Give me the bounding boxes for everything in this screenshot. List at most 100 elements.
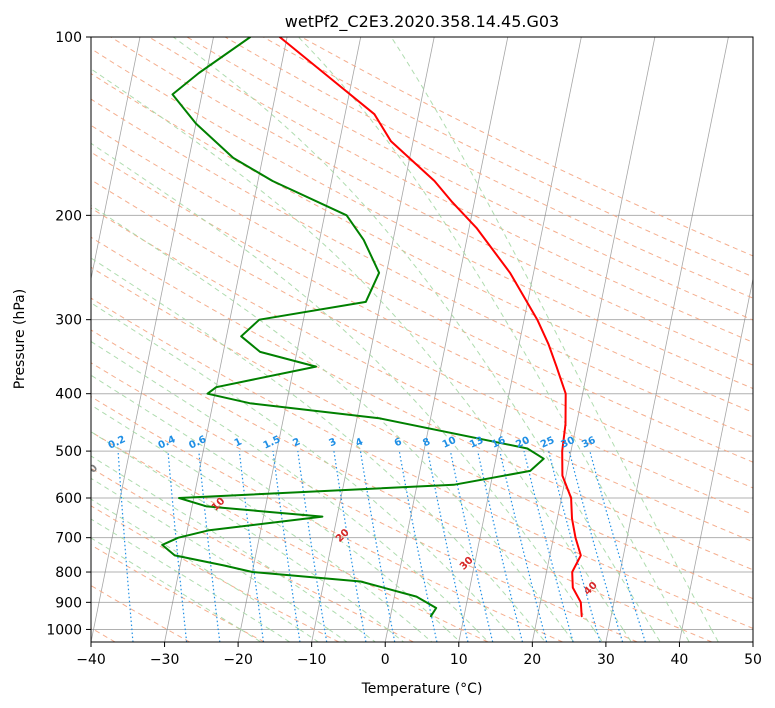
dry-adiabat-label: 40 (582, 580, 600, 598)
dry-adiabat-line (91, 505, 340, 642)
isotherm-line (91, 37, 141, 281)
mixing-ratio-label: 8 (421, 436, 432, 449)
x-tick-label: −20 (223, 652, 253, 668)
isotherm-line (311, 37, 435, 642)
moist-adiabat-line (358, 628, 376, 642)
mixing-ratio-line (523, 450, 574, 642)
dry-adiabat-line (91, 48, 753, 390)
moist-adiabat-line (91, 302, 506, 630)
x-tick-label: 10 (450, 652, 468, 668)
isotherm-line (531, 37, 656, 642)
y-tick-label: 500 (55, 444, 82, 460)
dry-adiabat-line (91, 297, 753, 629)
dry-adiabat-line (186, 37, 753, 321)
x-tick-label: 50 (744, 652, 762, 668)
moist-adiabat-line (240, 628, 262, 642)
y-tick-label: 800 (55, 565, 82, 581)
moist-adiabat-line (91, 404, 418, 630)
moist-adiabat-line (269, 628, 291, 642)
moist-adiabat-line (563, 629, 575, 642)
y-tick-label: 100 (55, 30, 82, 46)
isotherm-line (237, 37, 362, 642)
dry-adiabat-line (91, 585, 190, 642)
moist-adiabat-line (91, 455, 359, 630)
mixing-ratio-label: 2 (291, 436, 302, 449)
moist-adiabat-line (299, 628, 319, 642)
isotherm-line (458, 37, 582, 642)
moist-adiabat-line (681, 629, 690, 642)
dry-adiabat-line (91, 124, 753, 463)
x-axis: −40 −30 −20 −10 0 10 20 30 40 50 (76, 642, 762, 668)
moist-adiabat-line (710, 629, 719, 642)
temperature-profile-line (278, 37, 583, 618)
moist-adiabat-line (91, 431, 389, 630)
x-tick-label: 40 (670, 652, 688, 668)
dry-adiabat-line (91, 98, 753, 438)
moist-adiabat-line (298, 37, 683, 630)
moist-adiabat-line (534, 629, 546, 642)
x-tick-label: −10 (297, 652, 327, 668)
x-tick-label: −30 (150, 652, 180, 668)
moist-adiabat-line (91, 374, 447, 630)
isotherm-line (605, 37, 729, 642)
dry-adiabat-line (262, 37, 753, 278)
dry-adiabat-line (91, 396, 563, 642)
mixing-ratio-label: 4 (354, 436, 365, 449)
moist-adiabat-line (652, 629, 661, 642)
mixing-ratio-line (568, 450, 624, 642)
mixing-ratio-lines (117, 450, 646, 642)
moist-adiabat-line (91, 142, 595, 630)
mixing-ratio-line (238, 451, 265, 642)
isotherm-line (0, 37, 66, 642)
dry-adiabat-line (148, 37, 753, 343)
mixing-ratio-line (589, 450, 646, 642)
dry-adiabat-line (91, 72, 753, 414)
dry-adiabat-line (91, 151, 753, 489)
dry-adiabat-line (91, 329, 712, 642)
mixing-ratio-label: 1.5 (262, 434, 283, 451)
x-tick-label: −40 (76, 652, 106, 668)
grid-lines (0, 37, 753, 642)
mixing-ratio-line (477, 450, 524, 642)
profile-series (161, 37, 583, 618)
dry-adiabat-line (91, 266, 753, 600)
mixing-ratio-label: 0.2 (107, 434, 128, 451)
y-tick-label: 600 (55, 491, 82, 507)
moist-adiabat-line (91, 204, 565, 630)
dry-adiabat-line (91, 467, 414, 642)
y-tick-label: 900 (55, 595, 82, 611)
x-tick-label: 0 (381, 652, 390, 668)
mixing-ratio-label: 20 (514, 435, 531, 451)
mixing-ratio-label: 0.4 (157, 434, 178, 451)
mixing-ratio-line (297, 451, 328, 642)
moist-adiabat-line (91, 340, 477, 630)
dry-adiabat-label: 0 (87, 463, 100, 476)
mixing-ratio-label: 30 (559, 435, 576, 451)
mixing-ratio-label: 36 (580, 435, 597, 451)
mixing-ratio-line (449, 450, 494, 642)
moist-adiabats (91, 37, 719, 642)
moist-adiabat-line (390, 37, 712, 630)
y-tick-label: 300 (55, 313, 82, 329)
moist-adiabat-line (91, 257, 536, 630)
mixing-ratio-line (548, 450, 601, 642)
y-tick-label: 700 (55, 531, 82, 547)
dry-adiabats (91, 37, 753, 642)
mixing-ratio-label: 10 (441, 435, 458, 451)
mixing-ratio-line (427, 450, 469, 642)
dry-adiabat-line (91, 179, 753, 516)
moist-adiabat-line (387, 629, 404, 642)
dry-adiabat-line (91, 544, 265, 642)
x-axis-label: Temperature (°C) (361, 681, 483, 697)
y-tick-label: 200 (55, 208, 82, 224)
isotherm-line (91, 37, 214, 642)
moist-adiabat-line (505, 629, 518, 642)
y-tick-label: 1000 (46, 622, 82, 638)
mixing-ratio-line (198, 451, 221, 642)
mixing-ratio-line (398, 450, 438, 642)
y-axis-label: Pressure (hPa) (12, 289, 28, 389)
isotherm-line (384, 37, 509, 642)
mixing-ratio-line (359, 451, 396, 642)
mixing-ratio-line (167, 451, 188, 642)
